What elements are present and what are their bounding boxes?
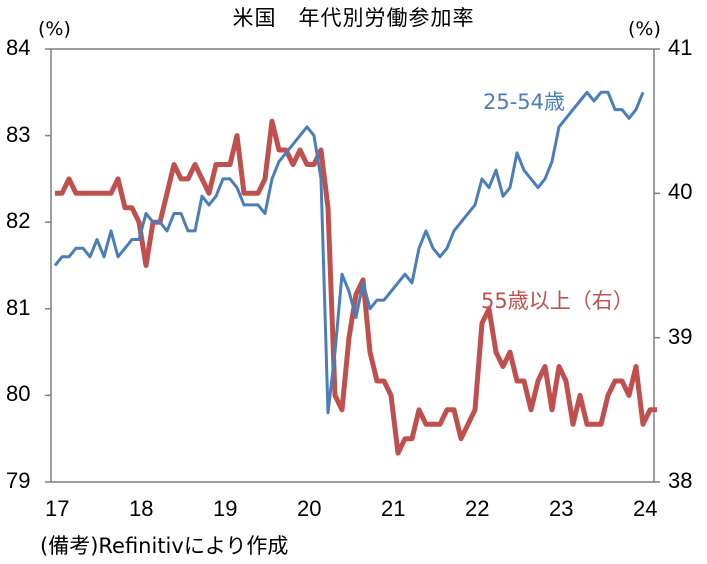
x-tick-label: 18 bbox=[129, 496, 154, 521]
y-right-tick-label: 39 bbox=[668, 323, 693, 349]
y-right-tick-label: 38 bbox=[668, 468, 693, 493]
y-right-tick-label: 40 bbox=[668, 179, 693, 205]
x-tick-label: 21 bbox=[381, 496, 406, 521]
y-left-tick-label: 82 bbox=[6, 208, 31, 234]
x-tick-label: 19 bbox=[213, 496, 238, 521]
source-note: (備考)Refinitivにより作成 bbox=[40, 534, 289, 558]
series-25-54-line bbox=[53, 90, 645, 415]
series-label-25-54: 25-54歳 bbox=[483, 90, 566, 114]
x-tick-label: 22 bbox=[465, 496, 490, 521]
x-tick-label: 17 bbox=[45, 496, 70, 521]
x-tick-label: 23 bbox=[549, 496, 574, 521]
chart-title: 米国 年代別労働参加率 bbox=[232, 6, 475, 30]
right-axis-unit: (%) bbox=[628, 18, 661, 40]
y-right-tick-label: 41 bbox=[668, 35, 693, 60]
left-axis-unit: (%) bbox=[38, 18, 71, 40]
y-left-tick-label: 81 bbox=[6, 294, 31, 320]
y-left-tick-label: 84 bbox=[6, 35, 31, 60]
y-left-tick-label: 80 bbox=[6, 381, 31, 407]
y-left-tick-label: 83 bbox=[6, 121, 31, 147]
x-tick-label: 24 bbox=[633, 496, 658, 521]
series-label-55-plus: 55歳以上（右） bbox=[481, 289, 634, 313]
x-tick-label: 20 bbox=[297, 496, 322, 521]
y-left-tick-label: 79 bbox=[6, 468, 31, 493]
